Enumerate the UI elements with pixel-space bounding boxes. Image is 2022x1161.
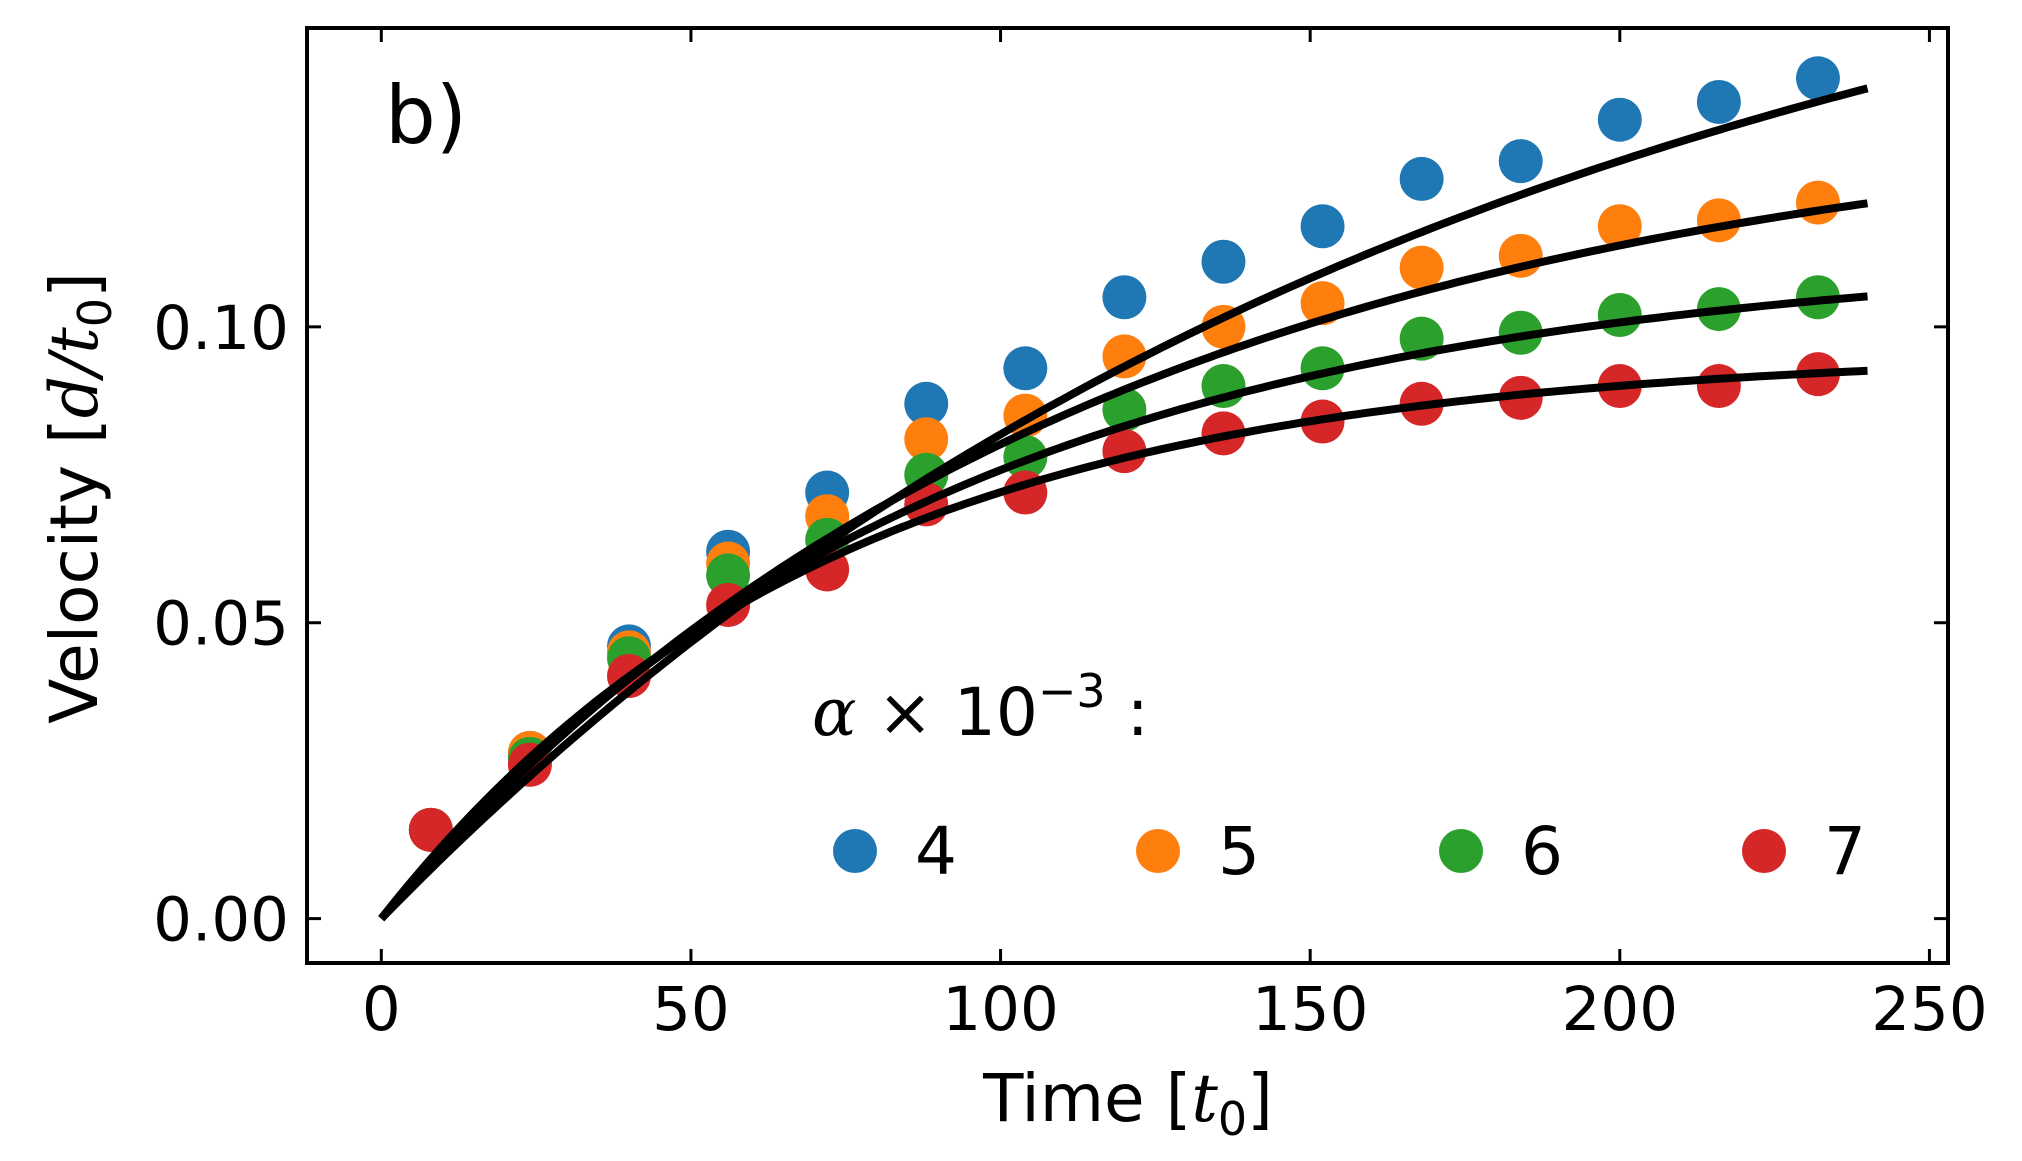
data-point-5 — [1795, 180, 1840, 225]
legend-marker-4 — [833, 829, 877, 873]
data-point-5 — [904, 417, 949, 462]
y-axis-title: Velocity [d/t0] — [36, 272, 122, 724]
data-point-4 — [1795, 56, 1840, 101]
data-point-4 — [1597, 97, 1642, 142]
x-axis-title-symbol: t — [1191, 1060, 1218, 1137]
legend-marker-5 — [1136, 829, 1180, 873]
x-axis-title-subscript: 0 — [1218, 1092, 1247, 1146]
x-axis-title-text: Time [ — [982, 1060, 1191, 1137]
y-axis-title-subscript: 0 — [68, 298, 122, 327]
legend: α × 10−3 : 4 5 6 7 — [812, 664, 1866, 890]
x-tick-label: 200 — [1562, 974, 1678, 1045]
legend-title-symbol: α — [812, 674, 857, 751]
data-point-4 — [1003, 346, 1048, 391]
data-point-4 — [1498, 139, 1543, 184]
legend-items: 4 5 6 7 — [833, 813, 1866, 890]
x-tick-label: 100 — [942, 974, 1058, 1045]
legend-title-text: × 10 — [857, 674, 1038, 751]
y-axis-title-symbol: d/t — [36, 327, 113, 418]
data-point-5 — [1102, 334, 1147, 379]
data-point-4 — [1696, 79, 1741, 124]
y-tick-label: 0.00 — [153, 885, 289, 956]
y-tick-label: 0.05 — [153, 589, 289, 660]
data-point-7 — [1696, 364, 1741, 409]
data-point-4 — [1300, 204, 1345, 249]
legend-label-6: 6 — [1521, 813, 1563, 890]
y-axis-title-text: Velocity [ — [36, 418, 113, 724]
x-tick-label: 150 — [1252, 974, 1368, 1045]
x-tick-label: 50 — [652, 974, 730, 1045]
fit-curve-7 — [378, 366, 1868, 922]
fit-curves — [378, 84, 1869, 922]
fit-curve-4 — [378, 84, 1869, 922]
data-point-4 — [1102, 275, 1147, 320]
data-point-5 — [1597, 204, 1642, 249]
legend-title: α × 10−3 : — [812, 664, 1149, 751]
x-axis-title-end: ] — [1247, 1060, 1273, 1137]
axis-ticks: 0 50 100 150 200 250 0.00 0.05 0.10 — [153, 28, 1988, 1045]
legend-label-7: 7 — [1824, 813, 1866, 890]
x-tick-label: 0 — [362, 974, 401, 1045]
y-axis-title-end: ] — [36, 272, 113, 298]
data-point-6 — [1597, 293, 1642, 338]
plot-frame — [305, 26, 1950, 965]
legend-label-5: 5 — [1218, 813, 1260, 890]
legend-marker-7 — [1742, 829, 1786, 873]
x-tick-label: 250 — [1871, 974, 1987, 1045]
data-point-4 — [904, 381, 949, 426]
legend-title-exponent: −3 — [1038, 664, 1106, 718]
legend-marker-6 — [1439, 829, 1483, 873]
legend-title-colon: : — [1106, 674, 1149, 751]
data-point-5 — [1399, 245, 1444, 290]
legend-label-4: 4 — [915, 813, 957, 890]
data-point-4 — [1201, 239, 1246, 284]
panel-label: b) — [385, 69, 467, 162]
x-axis-title: Time [t0] — [982, 1060, 1273, 1146]
data-point-4 — [1399, 156, 1444, 201]
y-tick-label: 0.10 — [153, 293, 289, 364]
